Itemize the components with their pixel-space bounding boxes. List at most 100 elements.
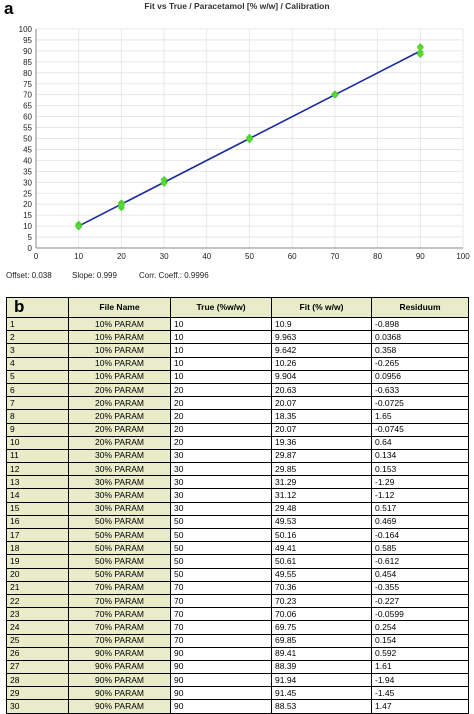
residuum-cell: 0.585 xyxy=(371,541,469,556)
fit-value-cell: 31.12 xyxy=(271,488,372,503)
table-row: 3 10% PARAM 10 9.642 0.358 xyxy=(6,343,469,358)
data-point xyxy=(160,179,168,187)
residuum-cell: -0.633 xyxy=(371,382,469,398)
row-index: 12 xyxy=(6,462,69,477)
row-index: 28 xyxy=(6,673,69,688)
table-row: 6 20% PARAM 20 20.63 -0.633 xyxy=(6,382,469,398)
residuum-cell: 0.64 xyxy=(371,435,469,450)
file-name-cell: 70% PARAM xyxy=(68,580,171,595)
file-name-cell: 50% PARAM xyxy=(68,541,171,556)
row-index: 21 xyxy=(6,580,69,595)
table-header-row: File Name True (%w/w) Fit (% w/w) Residu… xyxy=(6,297,469,318)
fit-value-cell: 88.53 xyxy=(271,699,372,714)
fit-value-cell: 10.26 xyxy=(271,356,372,371)
x-tick-label: 90 xyxy=(416,252,425,261)
y-tick-label: 95 xyxy=(23,36,32,45)
table-row: 27 90% PARAM 90 88.39 1.61 xyxy=(6,659,469,675)
row-index: 9 xyxy=(6,422,69,437)
row-index: 16 xyxy=(6,514,69,530)
table-row: 16 50% PARAM 50 49.53 0.469 xyxy=(6,514,469,530)
y-tick-label: 5 xyxy=(28,233,33,242)
data-point xyxy=(416,50,424,58)
file-name-cell: 30% PARAM xyxy=(68,462,171,477)
row-index: 8 xyxy=(6,409,69,424)
table-row: 22 70% PARAM 70 70.23 -0.227 xyxy=(6,593,469,609)
calibration-chart-panel: 0 10 20 30 40 50 60 70 80 90 100 0 5 10 15 20 25 30 35 40 45… xyxy=(0,0,474,292)
row-index: 20 xyxy=(6,567,69,582)
true-value-cell: 30 xyxy=(170,448,272,464)
fit-value-cell: 18.35 xyxy=(271,409,372,424)
row-index: 11 xyxy=(6,448,69,464)
true-value-cell: 20 xyxy=(170,396,272,411)
true-value-cell: 90 xyxy=(170,659,272,675)
true-value-cell: 90 xyxy=(170,646,272,661)
y-tick-label: 55 xyxy=(23,124,32,133)
row-index: 22 xyxy=(6,593,69,609)
file-name-cell: 90% PARAM xyxy=(68,699,171,714)
table-row: 21 70% PARAM 70 70.36 -0.355 xyxy=(6,580,469,595)
data-point xyxy=(117,202,125,210)
y-tick-label: 10 xyxy=(23,222,32,231)
true-value-cell: 10 xyxy=(170,316,272,332)
calibration-chart: 0 10 20 30 40 50 60 70 80 90 100 0 5 10 15 20 25 30 35 40 45… xyxy=(19,25,471,261)
x-tick-label: 80 xyxy=(373,252,382,261)
file-name-cell: 30% PARAM xyxy=(68,448,171,464)
table-row: 23 70% PARAM 70 70.06 -0.0599 xyxy=(6,607,469,622)
fit-value-cell: 9.963 xyxy=(271,330,372,345)
table-row: 13 30% PARAM 30 31.29 -1.29 xyxy=(6,475,469,490)
y-tick-label: 100 xyxy=(19,25,33,34)
fit-value-cell: 49.55 xyxy=(271,567,372,582)
row-index: 27 xyxy=(6,659,69,675)
table-row: 7 20% PARAM 20 20.07 -0.0725 xyxy=(6,396,469,411)
row-index: 2 xyxy=(6,330,69,345)
residuum-cell: 0.0368 xyxy=(371,330,469,345)
true-value-cell: 70 xyxy=(170,580,272,595)
residuum-cell: -0.265 xyxy=(371,356,469,371)
true-value-cell: 20 xyxy=(170,422,272,437)
y-tick-label: 70 xyxy=(23,91,32,100)
y-tick-label: 65 xyxy=(23,102,32,111)
x-tick-label: 60 xyxy=(288,252,297,261)
file-name-cell: 70% PARAM xyxy=(68,593,171,609)
residuum-cell: 0.454 xyxy=(371,567,469,582)
table-row: 8 20% PARAM 20 18.35 1.65 xyxy=(6,409,469,424)
true-value-cell: 10 xyxy=(170,330,272,345)
table-row: 17 50% PARAM 50 50.16 -0.164 xyxy=(6,527,469,543)
header-residuum: Residuum xyxy=(371,297,469,318)
row-index: 13 xyxy=(6,475,69,490)
residuum-cell: 0.0956 xyxy=(371,369,469,384)
fit-value-cell: 29.48 xyxy=(271,501,372,516)
residuum-cell: 0.134 xyxy=(371,448,469,464)
table-row: 30 90% PARAM 90 88.53 1.47 xyxy=(6,699,469,714)
table-row: 20 50% PARAM 50 49.55 0.454 xyxy=(6,567,469,582)
fit-value-cell: 10.9 xyxy=(271,316,372,332)
fit-value-cell: 91.94 xyxy=(271,673,372,688)
row-index: 29 xyxy=(6,686,69,701)
file-name-cell: 20% PARAM xyxy=(68,409,171,424)
row-index: 15 xyxy=(6,501,69,516)
data-point xyxy=(245,135,254,144)
fit-value-cell: 69.75 xyxy=(271,620,372,635)
row-index: 19 xyxy=(6,554,69,569)
row-index: 30 xyxy=(6,699,69,714)
table-row: 9 20% PARAM 20 20.07 -0.0745 xyxy=(6,422,469,437)
file-name-cell: 50% PARAM xyxy=(68,527,171,543)
fit-value-cell: 9.904 xyxy=(271,369,372,384)
file-name-cell: 50% PARAM xyxy=(68,554,171,569)
fit-value-cell: 50.16 xyxy=(271,527,372,543)
row-index: 23 xyxy=(6,607,69,622)
file-name-cell: 20% PARAM xyxy=(68,435,171,450)
file-name-cell: 30% PARAM xyxy=(68,501,171,516)
table-row: 11 30% PARAM 30 29.87 0.134 xyxy=(6,448,469,464)
file-name-cell: 70% PARAM xyxy=(68,607,171,622)
calibration-table-panel: File Name True (%w/w) Fit (% w/w) Residu… xyxy=(0,295,474,714)
true-value-cell: 50 xyxy=(170,514,272,530)
panel-label-b: b xyxy=(14,297,25,316)
x-tick-label: 10 xyxy=(74,252,83,261)
row-index: 17 xyxy=(6,527,69,543)
corr-coeff-stat: Corr. Coeff.: 0.9996 xyxy=(139,271,209,280)
true-value-cell: 10 xyxy=(170,369,272,384)
residuum-cell: -1.45 xyxy=(371,686,469,701)
true-value-cell: 70 xyxy=(170,593,272,609)
fit-value-cell: 70.06 xyxy=(271,607,372,622)
